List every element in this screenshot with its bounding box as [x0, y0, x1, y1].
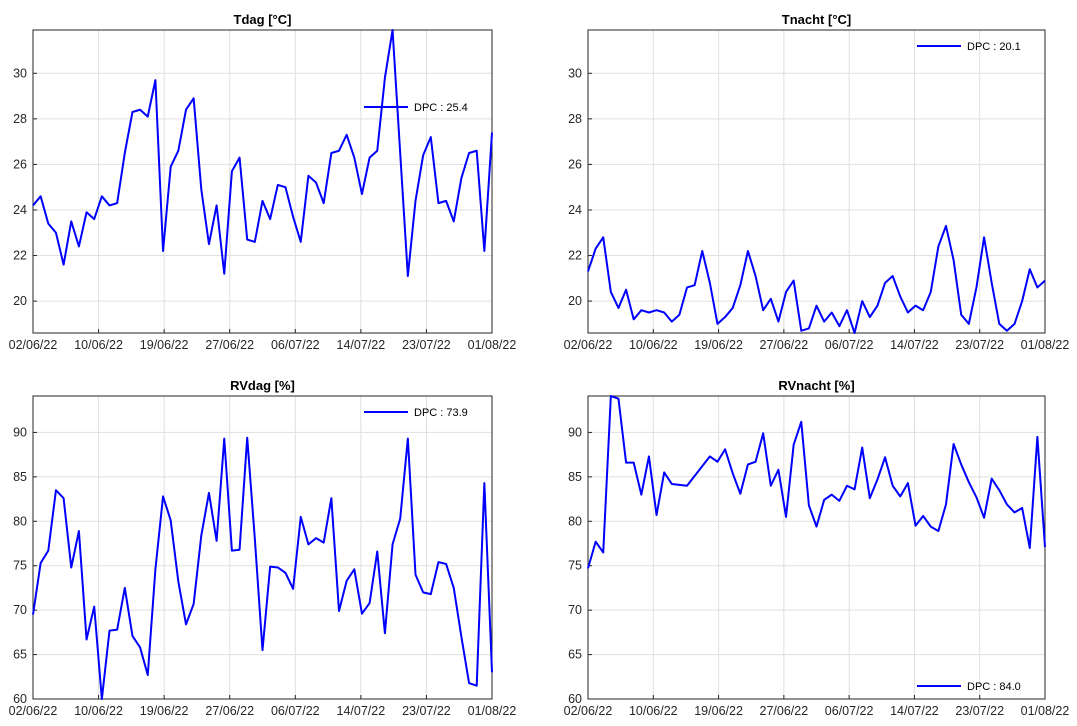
y-tick-label: 90	[13, 425, 27, 439]
plot-area	[588, 396, 1045, 699]
y-tick-label: 85	[568, 470, 582, 484]
chart-title: RVnacht [%]	[778, 378, 854, 393]
x-tick-label: 14/07/22	[337, 704, 386, 718]
axes-box	[32, 29, 493, 334]
y-tick-label: 75	[568, 559, 582, 573]
x-tick-label: 14/07/22	[337, 338, 386, 352]
axes-box	[587, 395, 1046, 700]
x-tick-label: 10/06/22	[74, 338, 123, 352]
y-tick-label: 26	[13, 157, 27, 171]
x-tick-label: 01/08/22	[468, 704, 517, 718]
axes-box	[587, 29, 1046, 334]
y-tick-label: 70	[13, 603, 27, 617]
x-tick-label: 19/06/22	[140, 338, 189, 352]
x-tick-label: 27/06/22	[760, 338, 809, 352]
x-tick-label: 02/06/22	[9, 338, 58, 352]
x-tick-label: 27/06/22	[205, 338, 254, 352]
y-tick-label: 20	[568, 294, 582, 308]
x-tick-label: 23/07/22	[955, 704, 1004, 718]
legend-label: DPC : 20.1	[967, 41, 1021, 53]
x-tick-label: 02/06/22	[564, 704, 613, 718]
y-tick-label: 80	[568, 514, 582, 528]
legend: DPC : 25.4	[364, 102, 468, 114]
y-tick-label: 30	[568, 66, 582, 80]
subplot-4: 02/06/22 10/06/22 19/06/22 27/06/22 06/07/22…	[564, 378, 1070, 718]
plot-area	[33, 396, 492, 699]
legend: DPC : 73.9	[364, 407, 468, 419]
x-tick-label: 27/06/22	[205, 704, 254, 718]
subplot-1: 02/06/22 10/06/22 19/06/22 27/06/22 06/07/22…	[9, 12, 517, 352]
x-tick-label: 02/06/22	[564, 338, 613, 352]
x-tick-label: 19/06/22	[140, 704, 189, 718]
x-tick-label: 01/08/22	[1021, 338, 1070, 352]
y-tick-label: 65	[13, 648, 27, 662]
series-line	[587, 224, 1046, 334]
series-line	[32, 436, 493, 700]
x-tick-label: 23/07/22	[402, 338, 451, 352]
y-tick-label: 80	[13, 514, 27, 528]
y-tick-label: 22	[13, 249, 27, 263]
x-tick-label: 19/06/22	[694, 704, 743, 718]
y-tick-label: 24	[13, 203, 27, 217]
legend-label: DPC : 73.9	[414, 407, 468, 419]
axes-box	[32, 395, 493, 700]
y-tick-label: 28	[13, 112, 27, 126]
y-tick-label: 60	[568, 692, 582, 706]
x-tick-label: 23/07/22	[402, 704, 451, 718]
series-line	[587, 395, 1046, 569]
x-tick-label: 06/07/22	[825, 704, 874, 718]
x-tick-label: 10/06/22	[74, 704, 123, 718]
x-tick-label: 19/06/22	[694, 338, 743, 352]
legend: DPC : 20.1	[917, 41, 1021, 53]
y-tick-label: 24	[568, 203, 582, 217]
chart-title: RVdag [%]	[230, 378, 295, 393]
x-tick-label: 23/07/22	[955, 338, 1004, 352]
x-tick-label: 27/06/22	[760, 704, 809, 718]
series-line	[32, 29, 493, 278]
x-tick-label: 06/07/22	[271, 704, 320, 718]
y-tick-label: 85	[13, 470, 27, 484]
legend-label: DPC : 84.0	[967, 681, 1021, 693]
x-tick-label: 14/07/22	[890, 338, 939, 352]
legend: DPC : 84.0	[917, 681, 1021, 693]
plot-area	[33, 30, 492, 333]
x-tick-label: 10/06/22	[629, 704, 678, 718]
plot-area	[588, 30, 1045, 333]
y-tick-label: 20	[13, 294, 27, 308]
y-tick-label: 90	[568, 425, 582, 439]
subplot-3: 02/06/22 10/06/22 19/06/22 27/06/22 06/07/22…	[9, 378, 517, 718]
x-tick-label: 10/06/22	[629, 338, 678, 352]
x-tick-label: 01/08/22	[1021, 704, 1070, 718]
y-tick-label: 30	[13, 66, 27, 80]
chart-title: Tnacht [°C]	[782, 12, 851, 27]
y-tick-label: 70	[568, 603, 582, 617]
y-tick-label: 60	[13, 692, 27, 706]
y-tick-label: 28	[568, 112, 582, 126]
y-tick-label: 22	[568, 249, 582, 263]
x-tick-label: 02/06/22	[9, 704, 58, 718]
x-tick-label: 01/08/22	[468, 338, 517, 352]
chart-title: Tdag [°C]	[234, 12, 292, 27]
x-tick-label: 06/07/22	[825, 338, 874, 352]
legend-label: DPC : 25.4	[414, 102, 468, 114]
subplot-2: 02/06/22 10/06/22 19/06/22 27/06/22 06/07/22…	[564, 12, 1070, 352]
y-tick-label: 65	[568, 648, 582, 662]
y-tick-label: 26	[568, 157, 582, 171]
x-tick-label: 06/07/22	[271, 338, 320, 352]
x-tick-label: 14/07/22	[890, 704, 939, 718]
y-tick-label: 75	[13, 559, 27, 573]
